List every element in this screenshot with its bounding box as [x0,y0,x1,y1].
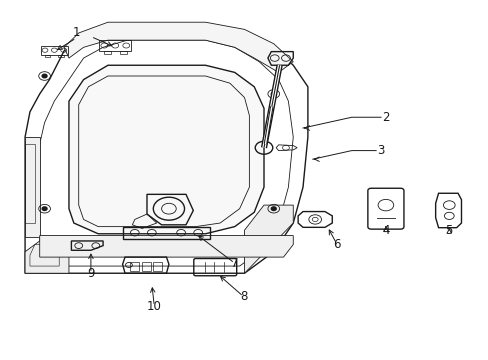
Text: 8: 8 [239,290,247,303]
Polygon shape [64,22,293,72]
Text: 9: 9 [87,267,95,280]
Circle shape [271,207,276,211]
Text: 7: 7 [230,257,238,270]
Bar [120,51,126,54]
Polygon shape [69,65,264,234]
Text: 6: 6 [333,238,340,251]
Bar [153,262,162,271]
Text: 1: 1 [72,26,80,39]
Bar [58,55,64,57]
Circle shape [42,207,47,211]
Circle shape [42,74,47,78]
Bar [130,262,139,271]
Polygon shape [25,137,40,237]
Bar [142,262,151,271]
Polygon shape [244,205,293,273]
Text: 10: 10 [146,300,162,313]
Bar [41,46,68,55]
Polygon shape [40,235,293,257]
Text: 5: 5 [445,224,452,237]
Bar [99,40,131,51]
Bar [104,51,111,54]
Polygon shape [25,237,69,273]
Text: 4: 4 [382,224,389,237]
Text: 3: 3 [376,144,384,157]
Text: 2: 2 [381,111,389,124]
Bar [44,55,50,57]
Circle shape [271,92,276,96]
